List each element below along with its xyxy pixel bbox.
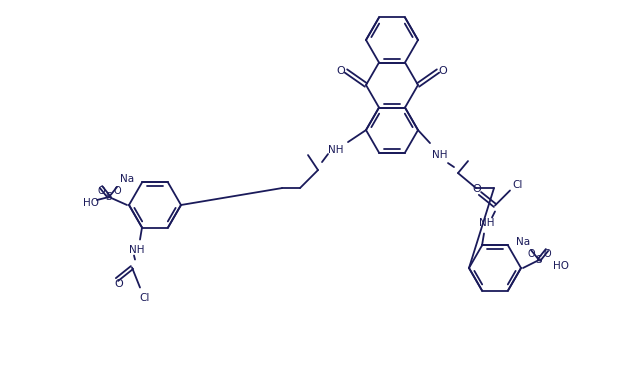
Text: O: O: [543, 249, 551, 259]
Text: Na: Na: [516, 237, 530, 248]
Text: NH: NH: [479, 219, 495, 228]
Text: S: S: [536, 255, 542, 265]
Text: O: O: [527, 249, 535, 259]
Text: NH: NH: [432, 150, 448, 160]
Text: HO: HO: [83, 198, 99, 208]
Text: O: O: [473, 185, 482, 194]
Text: O: O: [114, 278, 123, 289]
Text: Na: Na: [120, 174, 134, 185]
Text: O: O: [336, 66, 345, 76]
Text: O: O: [97, 186, 105, 196]
Text: HO: HO: [553, 261, 569, 271]
Text: O: O: [113, 186, 121, 196]
Text: O: O: [439, 66, 447, 76]
Text: NH: NH: [129, 244, 145, 255]
Text: NH: NH: [328, 145, 344, 155]
Text: S: S: [106, 192, 112, 202]
Text: Cl: Cl: [140, 292, 150, 303]
Text: Cl: Cl: [513, 181, 523, 190]
